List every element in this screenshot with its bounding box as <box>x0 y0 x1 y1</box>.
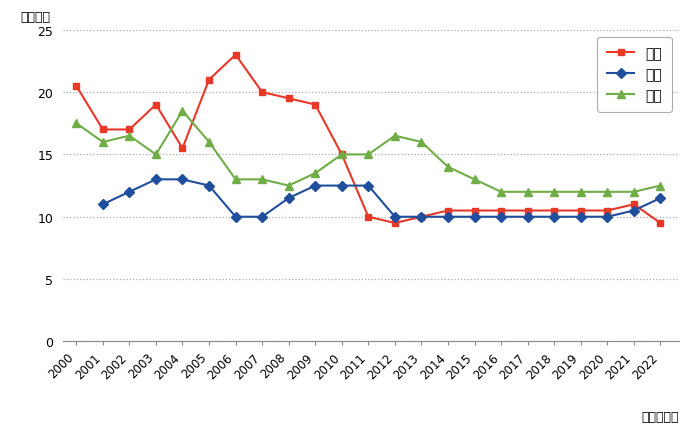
欧州 <box>178 109 187 114</box>
日本 <box>178 146 187 152</box>
米国 <box>125 190 134 195</box>
日本 <box>656 221 664 226</box>
日本 <box>391 221 399 226</box>
米国 <box>444 215 452 220</box>
日本 <box>152 102 160 108</box>
Line: 米国: 米国 <box>99 177 664 221</box>
米国 <box>284 196 293 201</box>
Line: 欧州: 欧州 <box>72 107 664 197</box>
日本 <box>99 127 107 133</box>
欧州 <box>577 190 585 195</box>
欧州 <box>391 134 399 139</box>
米国 <box>99 202 107 208</box>
日本 <box>577 208 585 214</box>
米国 <box>311 184 319 189</box>
米国 <box>630 208 638 214</box>
日本 <box>258 90 266 95</box>
欧州 <box>630 190 638 195</box>
日本 <box>444 208 452 214</box>
米国 <box>337 184 346 189</box>
欧州 <box>337 152 346 158</box>
欧州 <box>311 171 319 177</box>
日本 <box>470 208 479 214</box>
日本 <box>205 78 214 83</box>
欧州 <box>99 140 107 145</box>
米国 <box>550 215 559 220</box>
欧州 <box>550 190 559 195</box>
日本 <box>524 208 532 214</box>
日本 <box>125 127 134 133</box>
欧州 <box>364 152 372 158</box>
米国 <box>497 215 505 220</box>
欧州 <box>603 190 612 195</box>
日本 <box>630 202 638 208</box>
欧州 <box>125 134 134 139</box>
米国 <box>205 184 214 189</box>
米国 <box>152 177 160 183</box>
米国 <box>364 184 372 189</box>
米国 <box>470 215 479 220</box>
Line: 日本: 日本 <box>73 52 664 227</box>
米国 <box>524 215 532 220</box>
日本 <box>603 208 612 214</box>
欧州 <box>470 177 479 183</box>
欧州 <box>417 140 426 145</box>
Text: （月数）: （月数） <box>20 11 50 25</box>
日本 <box>417 215 426 220</box>
欧州 <box>205 140 214 145</box>
日本 <box>232 53 240 58</box>
Legend: 日本, 米国, 欧州: 日本, 米国, 欧州 <box>597 38 672 113</box>
日本 <box>337 152 346 158</box>
米国 <box>417 215 426 220</box>
米国 <box>258 215 266 220</box>
日本 <box>284 96 293 102</box>
米国 <box>656 196 664 201</box>
欧州 <box>232 177 240 183</box>
欧州 <box>258 177 266 183</box>
欧州 <box>656 184 664 189</box>
米国 <box>232 215 240 220</box>
欧州 <box>152 152 160 158</box>
日本 <box>311 102 319 108</box>
日本 <box>550 208 559 214</box>
米国 <box>178 177 187 183</box>
欧州 <box>284 184 293 189</box>
欧州 <box>444 165 452 170</box>
Text: （承認年）: （承認年） <box>641 410 679 423</box>
米国 <box>577 215 585 220</box>
欧州 <box>72 121 80 127</box>
米国 <box>603 215 612 220</box>
日本 <box>72 84 80 89</box>
米国 <box>391 215 399 220</box>
欧州 <box>497 190 505 195</box>
日本 <box>497 208 505 214</box>
日本 <box>364 215 372 220</box>
欧州 <box>524 190 532 195</box>
